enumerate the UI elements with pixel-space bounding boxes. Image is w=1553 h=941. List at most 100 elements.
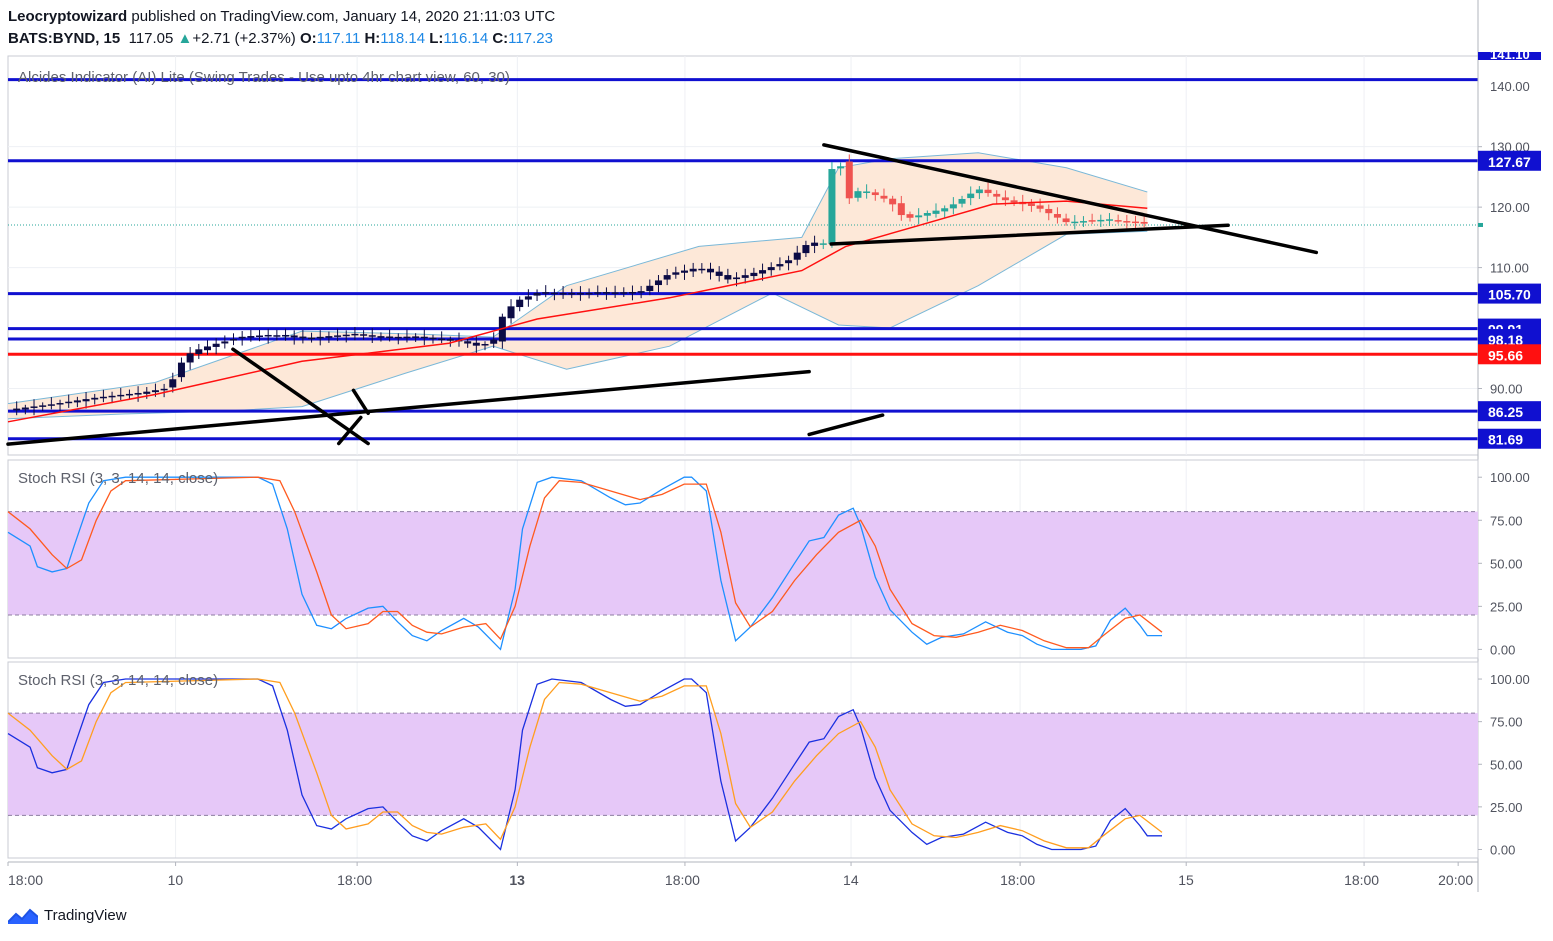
stoch-rsi-1-y-tick-label: 50.00 (1490, 556, 1523, 571)
chart-canvas[interactable]: 90.00100.00110.00120.00130.00140.00127.6… (0, 0, 1553, 900)
candle-body (438, 338, 446, 341)
candle-body (47, 404, 55, 406)
candle-body (1079, 221, 1087, 223)
candle-body (195, 349, 203, 354)
stoch-rsi-1-d-line (7, 476, 1163, 649)
candle-body (1123, 221, 1131, 223)
y-tick-label: 110.00 (1490, 261, 1529, 276)
high-value: 118.14 (380, 30, 426, 47)
candle-body (585, 292, 593, 295)
trendline (6, 369, 811, 446)
candle-body (1010, 200, 1018, 203)
candle-body (169, 379, 177, 388)
low-label: L: (429, 30, 444, 47)
candle-body (759, 270, 767, 274)
candle-body (767, 267, 775, 271)
candle-body (967, 193, 975, 199)
candle-body (524, 296, 532, 300)
x-tick-label: 15 (1178, 872, 1194, 888)
stoch-rsi-2-k-line (7, 678, 1162, 851)
candle-body (637, 291, 645, 293)
candle-body (1131, 221, 1139, 224)
candle-body (863, 191, 871, 193)
trendline (231, 347, 370, 446)
candle-body (386, 336, 394, 338)
candle-body (733, 277, 741, 280)
x-tick-label: 18:00 (337, 872, 372, 888)
trendline (807, 413, 885, 437)
candle-body (646, 285, 654, 292)
symbol-label: BATS:BYND, 15 (8, 30, 121, 47)
close-value: 117.23 (508, 30, 553, 47)
chart-header: Leocryptowizard published on TradingView… (8, 6, 555, 50)
candle-body (680, 270, 688, 273)
stoch-rsi-2-y-tick-label: 75.00 (1490, 715, 1523, 730)
candle-body (941, 208, 949, 212)
candle-body (299, 336, 307, 339)
candle-body (1088, 220, 1096, 222)
high-label: H: (364, 30, 381, 47)
open-label: O: (299, 30, 317, 47)
level-label-top: 141.10 (1490, 47, 1530, 62)
candle-body (628, 291, 636, 294)
candle-body (186, 353, 194, 363)
y-tick-label: 140.00 (1490, 79, 1530, 94)
last-price: 117.05 (128, 30, 174, 47)
candle-body (134, 392, 142, 395)
level-label-box (1478, 150, 1541, 171)
candle-body (290, 335, 298, 338)
tradingview-logo-icon (8, 908, 38, 924)
close-label: C: (492, 30, 509, 47)
candle-body (282, 334, 290, 337)
level-label-box (1478, 52, 1541, 60)
footer-brand: TradingView (44, 906, 127, 924)
candle-body (481, 344, 489, 346)
band-fill (8, 152, 1148, 419)
last-price-marker (1478, 222, 1483, 227)
stoch-rsi-2-d-line (7, 678, 1163, 849)
candle-body (663, 275, 671, 280)
low-value: 116.14 (443, 30, 489, 47)
candle-body (1053, 214, 1061, 218)
stoch-rsi-1-y-tick-label: 25.00 (1490, 599, 1523, 614)
candle-body (334, 335, 342, 337)
candle-body (1001, 197, 1009, 201)
candle-body (117, 394, 125, 397)
candle-body (403, 336, 411, 339)
candle-body (698, 268, 706, 271)
candle-body (611, 292, 619, 294)
candle-body (99, 396, 107, 399)
candle-body (654, 280, 662, 286)
candle-body (897, 203, 905, 216)
candle-body (203, 346, 211, 351)
candle-body (828, 169, 836, 244)
candle-body (368, 335, 376, 337)
stoch-rsi-2-y-tick-label: 25.00 (1490, 800, 1523, 815)
candle-body (39, 405, 47, 407)
y-tick-label: 90.00 (1490, 382, 1523, 397)
open-value: 117.11 (316, 30, 361, 47)
candle-body (1062, 218, 1070, 223)
candle-body (949, 204, 957, 209)
band-upper-line (7, 152, 1148, 405)
candle-body (1114, 220, 1122, 222)
candle-body (559, 292, 567, 295)
candle-body (715, 271, 723, 276)
candle-body (707, 268, 715, 273)
candle-body (472, 342, 480, 346)
candle-body (56, 403, 64, 405)
candle-body (65, 401, 73, 404)
stoch-rsi-1-title: Stoch RSI (3, 3, 14, 14, close) (18, 470, 218, 487)
candle-body (229, 339, 237, 341)
up-arrow-icon: ▲ (177, 30, 193, 47)
candle-body (568, 292, 576, 295)
candle-body (420, 336, 428, 339)
author-name[interactable]: Leocryptowizard (8, 8, 128, 25)
candle-body (689, 268, 697, 272)
x-tick-label: 18:00 (1000, 872, 1035, 888)
stoch-rsi-2-band-fill (8, 713, 1478, 816)
candle-body (91, 397, 99, 400)
level-label: 98.18 (1488, 332, 1523, 348)
candle-body (542, 292, 550, 294)
candle-body (533, 293, 541, 296)
